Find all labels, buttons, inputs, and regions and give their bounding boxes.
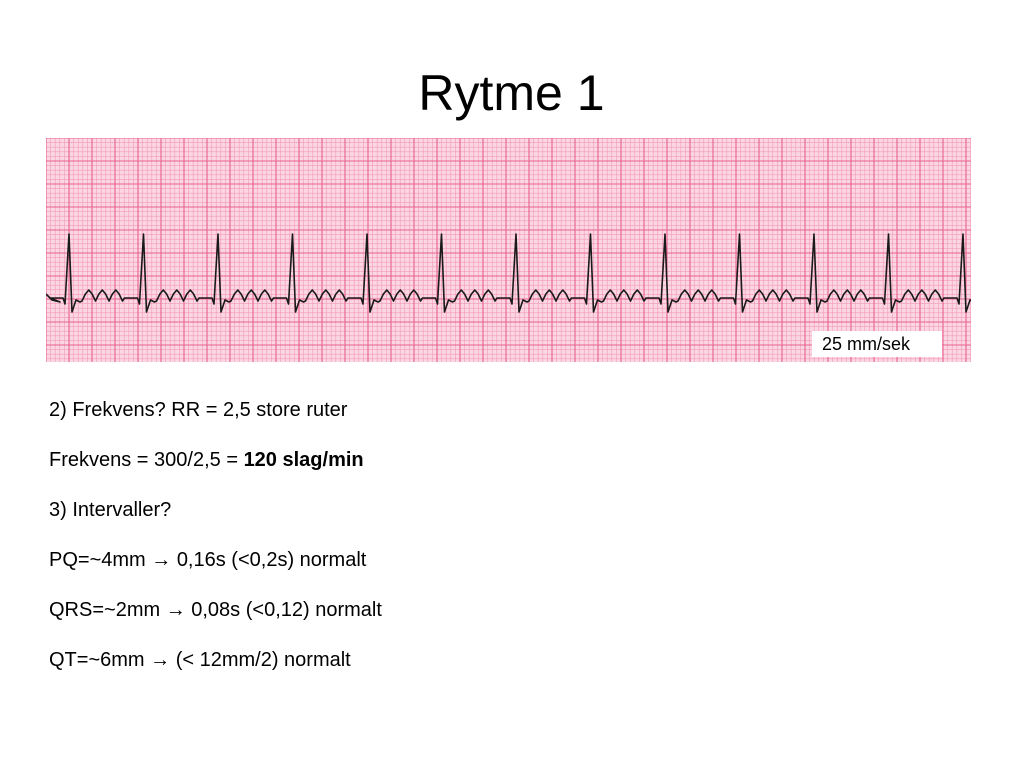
note-frequency-result: Frekvens = 300/2,5 = 120 slag/min [49, 449, 364, 471]
note-pq-interval: PQ=~4mm → 0,16s (<0,2s) normalt [49, 549, 367, 571]
note-qt-interval: QT=~6mm → (< 12mm/2) normalt [49, 649, 351, 671]
ecg-trace [46, 233, 971, 313]
slide-title: Rytme 1 [418, 65, 605, 121]
ecg-strip-graphic [46, 138, 971, 362]
frequency-value: 120 slag/min [243, 449, 364, 471]
ecg-paper [46, 138, 971, 362]
paper-speed-label: 25 mm/sek [812, 331, 942, 357]
notes-list: 2) Frekvens? RR = 2,5 store ruter Frekve… [49, 396, 382, 696]
note-qrs-interval: QRS=~2mm → 0,08s (<0,12) normalt [49, 599, 382, 621]
note-intervals-question: 3) Intervaller? [49, 499, 172, 521]
note-frequency-question: 2) Frekvens? RR = 2,5 store ruter [49, 399, 348, 421]
ecg-minor-grid [46, 138, 971, 362]
ecg-strip [46, 138, 971, 362]
